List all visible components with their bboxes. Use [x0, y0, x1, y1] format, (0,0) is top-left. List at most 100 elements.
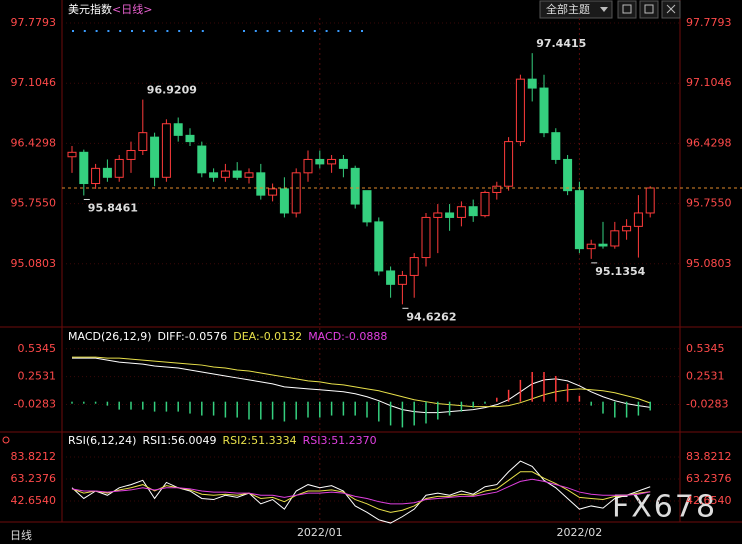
macd-bar — [590, 401, 592, 406]
macd-bar — [401, 401, 404, 428]
macd-bar — [566, 383, 569, 402]
macd-bar — [330, 401, 333, 416]
macd-bar — [437, 401, 439, 420]
legend-value: 51.3334 — [251, 434, 297, 447]
icon — [644, 4, 654, 14]
toolbar: 全部主题 — [539, 0, 681, 19]
low-label: 95.1354 — [595, 265, 645, 278]
macd-bar — [543, 371, 545, 402]
candle-body — [91, 167, 101, 185]
legend-name: RSI1: — [142, 434, 171, 447]
legend-name: RSI3: — [303, 434, 332, 447]
candle-body — [610, 230, 620, 247]
candle-body — [197, 145, 207, 174]
candle-body — [220, 170, 230, 178]
macd-bar — [637, 401, 640, 416]
y-tick-label: 95.0803 — [11, 257, 57, 270]
macd-bar — [295, 401, 297, 420]
candle-body — [504, 141, 514, 187]
candle-body — [433, 212, 443, 218]
y-tick-label: 0.2531 — [18, 370, 57, 383]
macd-bar — [118, 401, 120, 410]
macd-bar — [130, 401, 132, 410]
candle-body — [386, 270, 396, 285]
macd-bar — [555, 375, 557, 402]
indicator-line — [72, 356, 651, 408]
candle-body — [362, 190, 372, 223]
candle-body — [173, 123, 183, 136]
y-tick-label: 95.0803 — [686, 257, 732, 270]
y-tick-label: 63.2376 — [11, 472, 57, 485]
y-tick-label: 95.7550 — [686, 197, 732, 210]
candle-body — [515, 78, 525, 143]
y-tick-label: 0.5345 — [686, 342, 725, 355]
indicator-icon — [2, 436, 10, 444]
candle-body — [574, 190, 584, 250]
y-tick-label: 97.7793 — [686, 16, 732, 29]
candle-body — [456, 206, 466, 218]
theme-button[interactable] — [539, 0, 613, 19]
legend-value: -0.0888 — [345, 330, 387, 343]
candle-body — [468, 206, 478, 217]
macd-bar — [531, 371, 533, 402]
x-tick-label: 2022/01 — [297, 526, 343, 539]
candle-body — [126, 150, 136, 160]
chart-title: 美元指数<日线> — [68, 2, 152, 16]
indicator-line — [71, 478, 651, 505]
indicator-title: MACD(26,12,9) — [68, 330, 152, 343]
candle-body — [268, 188, 278, 196]
legend-name: DIFF: — [158, 330, 185, 343]
icon — [622, 4, 632, 14]
candle-body — [563, 158, 573, 192]
y-tick-label: 97.7793 — [11, 16, 57, 29]
macd-bar — [484, 401, 486, 404]
macd-bar — [248, 401, 250, 420]
y-tick-label: 83.8212 — [686, 450, 732, 463]
macd-bar — [496, 397, 498, 402]
title: 美元指数 — [68, 2, 112, 16]
macd-bar — [413, 401, 415, 426]
candle-body — [586, 243, 596, 250]
macd-bar — [389, 401, 392, 426]
y-tick-label: 96.4298 — [686, 136, 732, 149]
candle-body — [67, 151, 77, 158]
macd-bar — [271, 401, 274, 420]
candle-body — [209, 172, 219, 178]
macd-bar — [472, 401, 474, 408]
macd-bar — [212, 401, 215, 416]
legend-value: -0.0576 — [185, 330, 227, 343]
candle-body — [338, 158, 348, 169]
candle-body — [374, 221, 384, 272]
candle-body — [244, 172, 254, 178]
tab[interactable]: 日线 — [10, 528, 32, 542]
macd-bar — [201, 401, 203, 416]
macd-bar — [260, 401, 262, 420]
y-tick-label: 97.1046 — [686, 76, 732, 89]
macd-bar — [507, 389, 510, 402]
y-tick-label: -0.0283 — [14, 397, 56, 410]
macd-bar — [342, 401, 345, 416]
legend-name: MACD: — [308, 330, 345, 343]
candle-body — [256, 172, 266, 196]
candle-body — [527, 78, 537, 89]
indicator-title: RSI(6,12,24) — [68, 434, 136, 447]
x-tick-label: 2022/02 — [557, 526, 603, 539]
icon — [666, 4, 676, 14]
legend-value: 56.0049 — [171, 434, 217, 447]
icon-button[interactable] — [639, 0, 659, 19]
dropdown-arrow — [600, 7, 608, 12]
candle-body — [492, 185, 502, 193]
y-tick-label: 83.8212 — [11, 450, 57, 463]
macd-bar — [460, 401, 463, 412]
macd-bar — [448, 401, 451, 416]
icon-button[interactable] — [617, 0, 637, 19]
candle-body — [315, 158, 325, 165]
candle-body — [633, 212, 643, 227]
y-tick-label: 96.4298 — [11, 136, 57, 149]
macd-bar — [94, 401, 97, 404]
candle-body — [150, 136, 160, 178]
candle-body — [350, 167, 360, 205]
indicator-line — [71, 460, 651, 524]
